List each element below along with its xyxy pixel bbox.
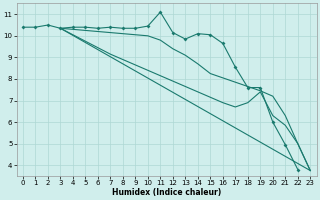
X-axis label: Humidex (Indice chaleur): Humidex (Indice chaleur) xyxy=(112,188,221,197)
